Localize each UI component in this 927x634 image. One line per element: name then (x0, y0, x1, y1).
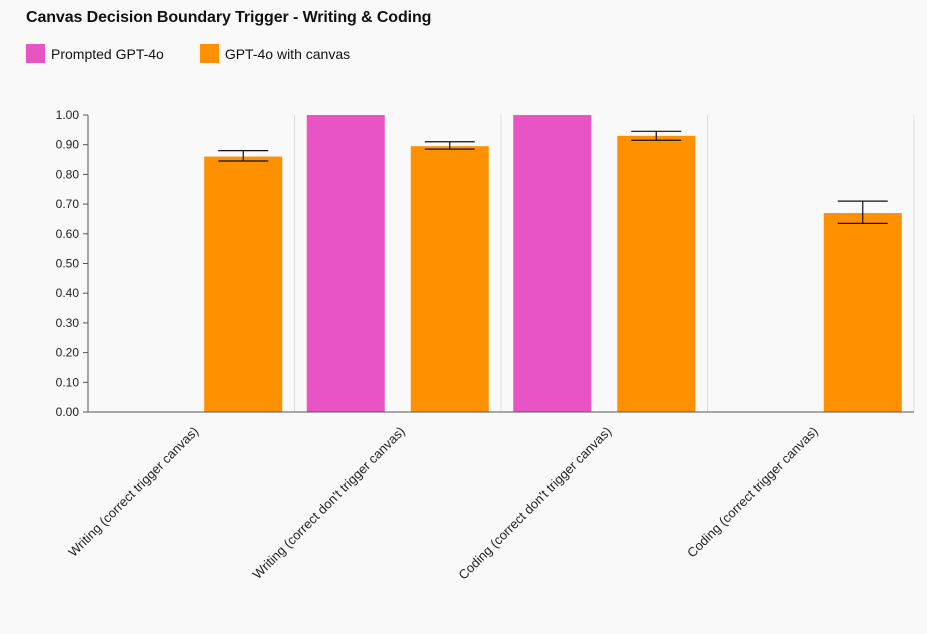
legend-item-prompted: Prompted GPT-4o (26, 44, 164, 63)
x-category-label: Writing (correct trigger canvas) (65, 424, 201, 560)
bar-canvas (823, 213, 902, 412)
bar-canvas (204, 156, 283, 412)
x-category-label: Coding (correct trigger canvas) (684, 424, 821, 561)
y-tick-label: 0.20 (56, 346, 80, 360)
legend-swatch-prompted (26, 44, 45, 63)
bar-prompted (513, 115, 592, 412)
y-tick-label: 0.80 (56, 167, 80, 181)
legend-label-prompted: Prompted GPT-4o (51, 45, 164, 62)
legend-item-canvas: GPT-4o with canvas (199, 44, 351, 63)
y-tick-label: 0.00 (56, 405, 80, 419)
bar-prompted (306, 115, 385, 412)
y-tick-label: 0.30 (56, 316, 80, 330)
chart-title: Canvas Decision Boundary Trigger - Writi… (26, 9, 432, 26)
y-tick-label: 0.90 (56, 138, 80, 152)
legend-label-canvas: GPT-4o with canvas (224, 45, 351, 62)
legend-swatch-canvas (199, 44, 219, 63)
y-tick-label: 0.70 (56, 197, 80, 211)
y-tick-label: 1.00 (56, 108, 80, 122)
x-category-label: Writing (correct don't trigger canvas) (250, 424, 408, 582)
y-tick-label: 0.50 (56, 257, 80, 271)
x-category-label: Coding (correct don't trigger canvas) (455, 424, 614, 583)
y-tick-label: 0.40 (56, 286, 80, 300)
legend: Prompted GPT-4o GPT-4o with canvas (26, 44, 386, 63)
y-tick-label: 0.10 (56, 375, 80, 389)
y-tick-label: 0.60 (56, 227, 80, 241)
bar-canvas (617, 135, 696, 413)
bar-canvas (410, 146, 489, 412)
